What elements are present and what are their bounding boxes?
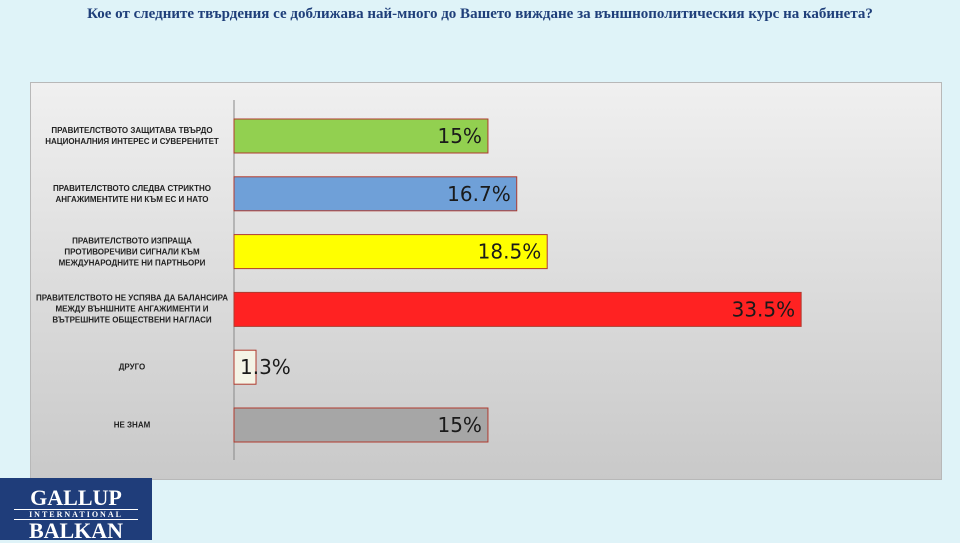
bar: [233, 349, 257, 385]
bar: [233, 407, 489, 443]
logo: GALLUP INTERNATIONAL BALKAN: [0, 478, 152, 543]
value-label: 33.5%: [732, 297, 796, 321]
bar: [233, 176, 518, 212]
chart-title: Кое от следните твърдения се доближава н…: [87, 6, 873, 22]
value-label: 16.7%: [447, 182, 511, 206]
value-label: 1.3%: [240, 355, 291, 379]
value-label: 18.5%: [478, 240, 542, 264]
value-label: 15%: [437, 413, 481, 437]
value-label: 15%: [437, 124, 481, 148]
bar: [233, 118, 489, 154]
logo-text: GALLUP: [30, 485, 122, 510]
category-label: ДРУГО: [118, 362, 146, 372]
bar: [233, 291, 802, 327]
category-label: ПРАВИТЕЛСТВОТО ЗАЩИТАВА ТВЪРДО НАЦИОНАЛН…: [45, 126, 219, 146]
category-label: ПРАВИТЕЛСТВОТО СЛЕДВА СТРИКТНО АНГАЖИМЕН…: [52, 183, 212, 204]
bar: [233, 234, 548, 270]
category-label: НЕ ЗНАМ: [113, 420, 151, 430]
logo-text: INTERNATIONAL: [14, 509, 138, 520]
category-label: ПРАВИТЕЛСТВОТО НЕ УСПЯВА ДА БАЛАНСИРА МЕ…: [36, 293, 229, 325]
logo-text: BALKAN: [28, 518, 124, 543]
category-label: ПРАВИТЕЛСТВОТО ИЗПРАЩА ПРОТИВОРЕЧИВИ СИГ…: [58, 236, 206, 268]
